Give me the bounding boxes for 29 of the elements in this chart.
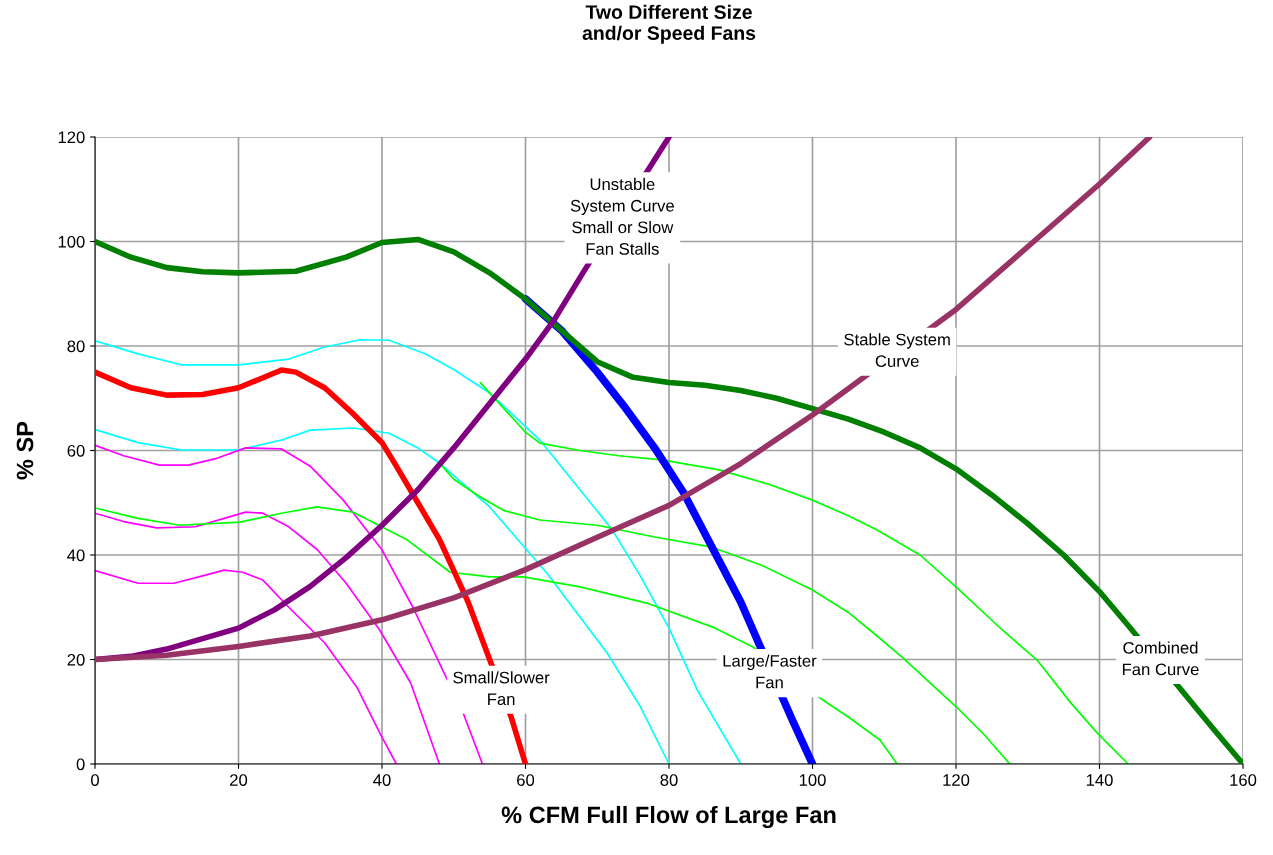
y-tick-label: 120	[58, 131, 85, 144]
line-series	[95, 506, 899, 764]
y-axis-title: % SP	[16, 421, 34, 480]
x-tick-label: 120	[943, 774, 970, 786]
x-axis-title: % CFM Full Flow of Large Fan	[501, 805, 836, 829]
x-tick-label: 20	[230, 774, 248, 786]
y-tick-label: 40	[67, 549, 85, 562]
x-tick-label: 0	[91, 774, 99, 786]
annotation: Large/Faster Fan	[723, 654, 817, 689]
line-series	[95, 427, 670, 764]
y-tick-label: 60	[67, 444, 85, 457]
x-tick-label: 100	[799, 774, 826, 786]
line-series	[438, 462, 1011, 764]
annotation: Unstable System Curve Small or Slow Fan Stalls	[570, 177, 674, 255]
y-tick-label: 20	[67, 653, 85, 666]
y-tick-label: 0	[76, 758, 85, 771]
annotation: Small/Slower Fan	[453, 671, 550, 706]
y-tick-label: 80	[67, 340, 85, 353]
y-tick-label: 100	[58, 235, 85, 248]
x-tick-label: 40	[373, 774, 391, 786]
x-tick-label: 80	[660, 774, 678, 786]
x-tick-label: 160	[1230, 774, 1257, 786]
annotation: Stable System Curve	[844, 333, 950, 368]
x-tick-label: 140	[1086, 774, 1113, 786]
chart-title: Two Different Size and/or Speed Fans	[582, 4, 756, 44]
x-tick-label: 60	[517, 774, 535, 786]
annotation: Combined Fan Curve	[1122, 641, 1199, 676]
line-series	[95, 569, 398, 764]
line-series	[95, 511, 441, 764]
